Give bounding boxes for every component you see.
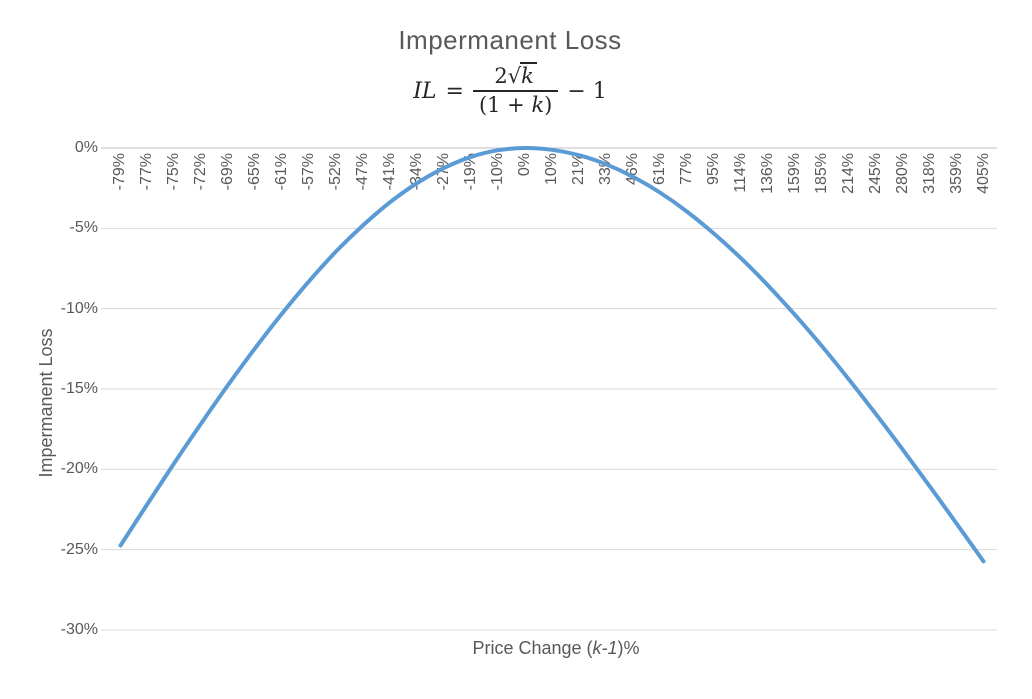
x-tick-label: 77% — [677, 153, 695, 186]
x-tick-label: 33% — [596, 153, 614, 186]
x-axis-title-suffix: )% — [617, 638, 640, 658]
x-tick-label: 280% — [893, 153, 911, 194]
x-tick-label: -57% — [300, 153, 318, 191]
chart-title: Impermanent Loss — [398, 25, 622, 55]
x-tick-label: 0% — [516, 153, 534, 177]
il-curve — [118, 145, 986, 564]
y-tick-label: 0% — [74, 139, 98, 156]
formula-lhs: IL — [413, 78, 437, 104]
y-tick-label: -15% — [60, 380, 98, 397]
x-tick-label: 214% — [839, 153, 857, 194]
formula-denominator: (1 + k) — [472, 90, 559, 118]
x-tick-label: 318% — [920, 153, 938, 194]
formula-numerator-coeff: 2 — [494, 64, 508, 88]
x-tick-label: 95% — [704, 153, 722, 186]
x-tick-label: 114% — [731, 153, 749, 193]
x-tick-label: 185% — [812, 153, 830, 194]
x-tick-label: -69% — [219, 153, 237, 191]
radical-sign: √ — [507, 64, 522, 88]
y-tick-label: -10% — [60, 299, 98, 317]
x-axis-title: Price Change (k-1)% — [106, 637, 1006, 659]
formula-tail: − 1 — [567, 78, 607, 104]
x-tick-label: 46% — [623, 153, 641, 186]
x-tick-label: -72% — [192, 153, 210, 191]
x-axis-title-var: k-1 — [592, 638, 618, 658]
x-tick-label: 245% — [866, 153, 884, 194]
x-tick-label: -65% — [246, 153, 264, 191]
formula-denominator-var: k — [531, 93, 545, 118]
x-tick-label: 136% — [758, 153, 776, 194]
x-tick-label: -10% — [489, 153, 507, 191]
formula-equals: = — [445, 78, 464, 104]
x-tick-label: 159% — [785, 153, 803, 194]
y-tick-label: -25% — [60, 540, 98, 558]
x-tick-label: -75% — [165, 153, 183, 191]
x-tick-label: 10% — [543, 153, 560, 186]
x-axis-title-prefix: Price Change ( — [472, 638, 593, 658]
x-tick-label: -27% — [435, 153, 453, 191]
x-tick-label: -52% — [327, 153, 345, 191]
formula-numerator-var: k — [520, 62, 537, 88]
formula-denominator-prefix: (1 + — [478, 93, 532, 118]
x-tick-label: 405% — [974, 153, 992, 194]
x-tick-label: -61% — [273, 153, 291, 191]
il-formula: IL = 2√k (1 + k) − 1 — [0, 62, 1020, 118]
formula-denominator-suffix: ) — [544, 93, 553, 118]
x-tick-label: -47% — [354, 153, 372, 191]
formula-fraction: 2√k (1 + k) — [472, 62, 559, 118]
x-tick-label: 359% — [947, 153, 965, 194]
y-tick-label: -30% — [60, 621, 98, 638]
y-tick-label: -5% — [69, 219, 98, 237]
y-axis-title: Impermanent Loss — [36, 328, 56, 478]
x-tick-label: -41% — [381, 153, 399, 191]
formula-numerator: 2√k — [488, 62, 543, 90]
x-tick-label: -34% — [408, 153, 426, 191]
x-tick-label: -79% — [111, 153, 129, 191]
y-tick-label: -20% — [60, 460, 98, 478]
x-tick-label: -77% — [138, 153, 156, 191]
x-tick-label: -19% — [462, 153, 480, 191]
x-tick-label: 21% — [569, 153, 587, 186]
x-tick-label: 61% — [650, 153, 668, 186]
